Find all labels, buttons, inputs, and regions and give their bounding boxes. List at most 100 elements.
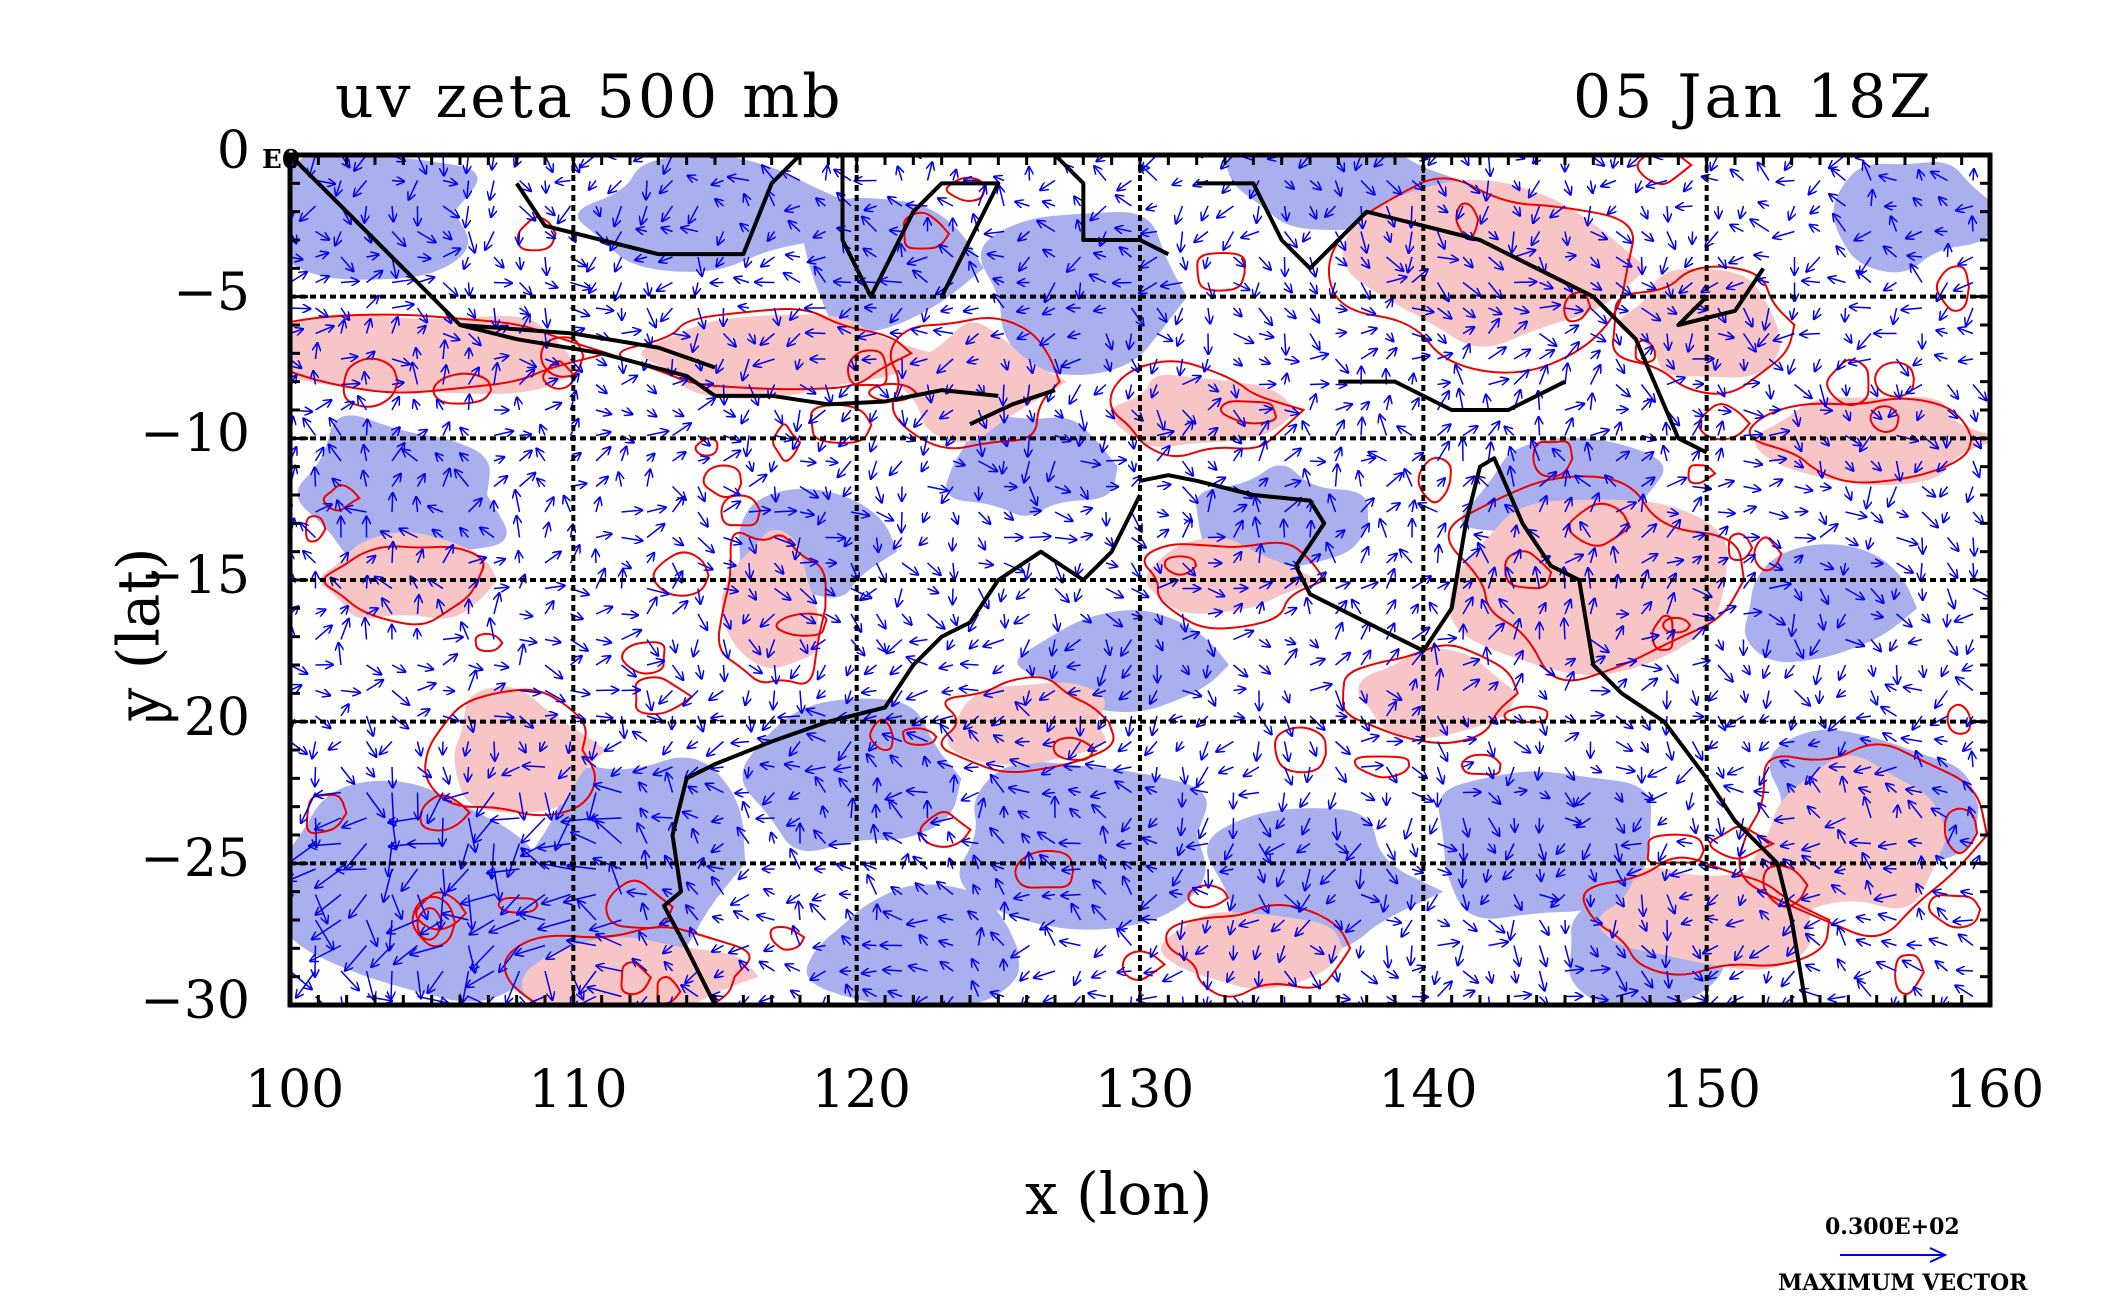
wind-vector [1758, 280, 1770, 283]
wind-vector [647, 470, 650, 487]
wind-vector [1118, 971, 1132, 972]
wind-vector [462, 623, 470, 640]
wind-vector [952, 537, 953, 551]
wind-vector [621, 331, 641, 334]
wind-vector [716, 199, 724, 206]
wind-vector [622, 358, 624, 372]
wind-vector [467, 231, 475, 253]
wind-vector [1946, 639, 1957, 655]
wind-vector [595, 640, 611, 643]
wind-vector [1411, 269, 1427, 284]
wind-vector [1309, 384, 1328, 385]
wind-vector [1667, 333, 1669, 350]
wind-vector [1170, 716, 1183, 720]
wind-vector [994, 664, 1005, 673]
wind-vector [647, 454, 654, 461]
wind-vector [672, 410, 683, 416]
y-tick-label: −30 [140, 971, 250, 1031]
wind-vector [1435, 970, 1438, 983]
wind-vector [1430, 603, 1439, 615]
wind-vector [1538, 919, 1549, 934]
wind-vector [1845, 536, 1858, 545]
wind-vector [1436, 231, 1445, 249]
wind-vector [1793, 689, 1810, 706]
wind-vector [1615, 230, 1631, 243]
wind-vector [1360, 623, 1369, 640]
wind-vector [814, 232, 826, 238]
wind-vector [1488, 919, 1504, 932]
wind-vector [366, 997, 392, 1001]
wind-vector [366, 255, 379, 257]
wind-vector [1018, 308, 1030, 312]
wind-vector [1717, 410, 1730, 412]
wind-vector [537, 449, 546, 462]
wind-vector [1411, 332, 1431, 340]
wind-vector [1309, 179, 1321, 190]
wind-vector [723, 502, 740, 513]
wind-vector [1889, 410, 1897, 417]
wind-vector [335, 231, 341, 246]
wind-vector [1615, 358, 1624, 373]
wind-vector [1436, 180, 1446, 196]
wind-vector [442, 249, 460, 258]
wind-vector [1743, 487, 1760, 490]
wind-vector [672, 452, 686, 462]
wind-vector [1795, 461, 1803, 467]
wind-vector [621, 376, 637, 386]
wind-vector [1462, 868, 1463, 886]
wind-vector [745, 690, 749, 705]
wind-vector [537, 479, 545, 487]
wind-vector [1803, 281, 1821, 283]
wind-vector [1539, 332, 1556, 346]
vorticity-contour [1121, 950, 1167, 982]
wind-vector [862, 691, 877, 693]
wind-vector [315, 276, 329, 282]
wind-vector [1514, 180, 1519, 190]
wind-vector [1786, 664, 1796, 677]
wind-vector [1233, 817, 1234, 838]
wind-vector [952, 588, 953, 604]
wind-vector [1744, 690, 1746, 702]
wind-vector [1830, 194, 1846, 207]
wind-vector [391, 665, 405, 672]
wind-vector [467, 671, 476, 691]
wind-vector [1488, 232, 1498, 239]
wind-vector [1946, 588, 1955, 609]
wind-vector [1641, 478, 1655, 488]
wind-vector [1916, 460, 1922, 472]
wind-vector [315, 230, 329, 240]
wind-vector [1890, 639, 1896, 651]
wind-vector [1411, 179, 1423, 190]
wind-vector [1028, 435, 1030, 457]
wind-vector [818, 664, 827, 679]
wind-vector [689, 205, 699, 223]
wind-vector [392, 766, 393, 787]
vorticity-contour [1582, 856, 1831, 976]
wind-vector [340, 970, 359, 990]
wind-vector [1240, 793, 1260, 796]
wind-vector [935, 331, 954, 334]
wind-vector [1077, 562, 1081, 575]
wind-vector [1436, 524, 1446, 538]
wind-vector [1811, 206, 1821, 213]
wind-vector [1207, 460, 1216, 469]
wind-vector [589, 282, 596, 293]
wind-vector [1576, 476, 1591, 488]
wind-vector [364, 446, 367, 462]
wind-vector [646, 383, 656, 393]
wind-vector [1405, 470, 1413, 487]
wind-vector [646, 661, 664, 665]
wind-vector [877, 486, 882, 503]
wind-vector [718, 231, 723, 245]
wind-vector [1129, 715, 1132, 735]
wind-vector [519, 614, 532, 616]
wind-vector [1963, 665, 1974, 670]
wind-vector [595, 308, 613, 311]
wind-vector [1717, 527, 1727, 538]
wind-vector [1973, 562, 1974, 577]
wind-vector [1908, 256, 1923, 257]
wind-vector [1486, 180, 1488, 201]
wind-vector [1360, 651, 1370, 666]
positive-vorticity-area [1755, 396, 1990, 486]
wind-vector [392, 397, 399, 411]
